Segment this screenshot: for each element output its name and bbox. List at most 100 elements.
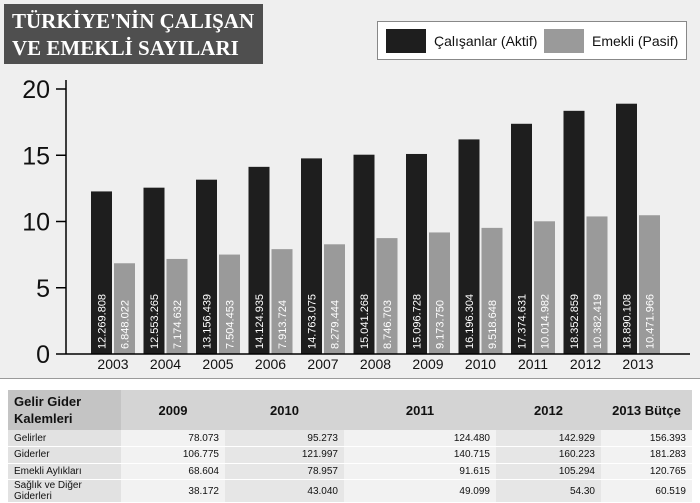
data-label-passive: 6.848.022 bbox=[120, 300, 132, 349]
table-cell: 38.172 bbox=[121, 479, 225, 503]
table-cell: 124.480 bbox=[344, 430, 496, 447]
x-tick-label: 2012 bbox=[570, 356, 601, 372]
bar-passive bbox=[219, 254, 240, 354]
bar-active bbox=[143, 187, 165, 354]
bar-passive bbox=[429, 232, 450, 354]
y-tick-label: 5 bbox=[36, 275, 50, 303]
income-expense-table: Gelir Gider Kalemleri 2009 2010 2011 201… bbox=[8, 390, 692, 503]
x-tick-label: 2004 bbox=[150, 356, 181, 372]
data-label-passive: 9.518.648 bbox=[487, 300, 499, 349]
x-tick-label: 2013 bbox=[622, 356, 653, 372]
x-tick-label: 2003 bbox=[97, 356, 128, 372]
row-label: Gelirler bbox=[8, 430, 121, 447]
data-label-active: 14.124.935 bbox=[254, 294, 266, 349]
bar-active bbox=[196, 179, 217, 354]
legend-item-passive: Emekli (Pasif) bbox=[544, 29, 678, 53]
data-label-active: 13.156.439 bbox=[202, 294, 214, 349]
legend: Çalışanlar (Aktif) Emekli (Pasif) bbox=[377, 21, 687, 60]
row-label: Emekli Aylıkları bbox=[8, 463, 121, 480]
bar-passive bbox=[639, 215, 660, 354]
y-tick-label: 10 bbox=[22, 209, 50, 237]
table-header-label: Gelir Gider Kalemleri bbox=[8, 390, 121, 430]
table-cell: 54.30 bbox=[496, 479, 601, 503]
data-label-passive: 7.174.632 bbox=[172, 300, 184, 349]
chart-title: TÜRKİYE'NİN ÇALIŞAN VE EMEKLİ SAYILARI bbox=[4, 4, 263, 64]
data-label-passive: 10.382.419 bbox=[592, 294, 604, 349]
table-header-2009: 2009 bbox=[158, 402, 188, 418]
table-cell: 60.519 bbox=[601, 479, 692, 503]
table-cell: 43.040 bbox=[225, 479, 344, 503]
data-label-active: 17.374.631 bbox=[517, 294, 529, 349]
table-header-2013-budget: 2013 Bütçe bbox=[612, 402, 681, 418]
y-tick-label: 20 bbox=[22, 76, 50, 104]
x-tick-label: 2005 bbox=[202, 356, 233, 372]
data-label-active: 16.196.304 bbox=[464, 294, 476, 349]
table-cell: 160.223 bbox=[496, 446, 601, 464]
data-label-passive: 7.913.724 bbox=[277, 300, 289, 349]
x-tick-label: 2010 bbox=[465, 356, 496, 372]
bar-passive bbox=[534, 221, 555, 354]
table-row: Giderler 106.775 121.997 140.715 160.223… bbox=[8, 446, 692, 464]
data-label-passive: 8.746.703 bbox=[382, 300, 394, 349]
legend-item-active: Çalışanlar (Aktif) bbox=[386, 29, 537, 53]
table-row: Gelirler 78.073 95.273 124.480 142.929 1… bbox=[8, 430, 692, 447]
bar-chart: 0 5 10 15 20 12.269.808 6.848.022 2003 12.553.26… bbox=[22, 76, 690, 372]
x-tick-label: 2006 bbox=[255, 356, 286, 372]
bar-active bbox=[563, 110, 585, 354]
x-tick-label: 2011 bbox=[518, 356, 548, 372]
data-label-active: 12.553.265 bbox=[149, 294, 161, 349]
y-tick-label: 0 bbox=[36, 341, 50, 369]
legend-label-active: Çalışanlar (Aktif) bbox=[434, 33, 538, 49]
table-cell: 181.283 bbox=[601, 446, 692, 464]
bar-passive bbox=[376, 238, 398, 354]
data-label-active: 14.763.075 bbox=[307, 294, 319, 349]
legend-swatch-active bbox=[386, 29, 426, 53]
bar-passive bbox=[586, 216, 608, 354]
table-cell: 105.294 bbox=[496, 463, 601, 480]
bar-active bbox=[458, 139, 480, 354]
bar-active bbox=[301, 158, 322, 354]
table-header-2012: 2012 bbox=[534, 402, 563, 418]
data-label-active: 12.269.808 bbox=[97, 294, 109, 349]
row-label: Giderler bbox=[8, 446, 121, 464]
bar-passive bbox=[166, 258, 188, 354]
y-tick-label: 15 bbox=[22, 142, 50, 170]
data-label-active: 18.352.859 bbox=[569, 294, 581, 349]
x-tick-label: 2007 bbox=[307, 356, 338, 372]
bar-passive bbox=[324, 244, 345, 354]
table-cell: 78.957 bbox=[225, 463, 344, 480]
data-label-active: 18.890.108 bbox=[622, 294, 634, 349]
table-cell: 49.099 bbox=[344, 479, 496, 503]
table-cell: 78.073 bbox=[121, 430, 225, 447]
title-line-1: TÜRKİYE'NİN ÇALIŞAN bbox=[12, 9, 255, 33]
table-cell: 121.997 bbox=[225, 446, 344, 464]
bar-active bbox=[511, 123, 532, 355]
table-header-2010: 2010 bbox=[270, 402, 299, 418]
title-line-2: VE EMEKLİ SAYILARI bbox=[12, 36, 239, 60]
row-label: Sağlık ve Diğer Giderleri bbox=[8, 479, 121, 503]
table-cell: 142.929 bbox=[496, 430, 601, 447]
header-label-line-2: Kalemleri bbox=[14, 411, 73, 426]
bar-active bbox=[616, 103, 637, 354]
bar-passive bbox=[271, 249, 293, 354]
x-tick-label: 2008 bbox=[360, 356, 391, 372]
data-label-active: 15.041.268 bbox=[359, 294, 371, 349]
table-cell: 156.393 bbox=[601, 430, 692, 447]
data-label-passive: 10.014.982 bbox=[540, 294, 552, 349]
data-label-passive: 8.279.444 bbox=[330, 300, 342, 349]
legend-swatch-passive bbox=[544, 29, 584, 53]
table-cell: 120.765 bbox=[601, 463, 692, 480]
header-label-line-1: Gelir Gider bbox=[14, 394, 82, 409]
table-row: Emekli Aylıkları 68.604 78.957 91.615 10… bbox=[8, 463, 692, 480]
table-cell: 68.604 bbox=[121, 463, 225, 480]
table-cell: 140.715 bbox=[344, 446, 496, 464]
table-row: Sağlık ve Diğer Giderleri 38.172 43.040 … bbox=[8, 479, 692, 503]
bar-active bbox=[406, 153, 427, 354]
bar-passive bbox=[114, 263, 135, 354]
bar-active bbox=[353, 154, 375, 354]
bar-active bbox=[91, 191, 112, 354]
data-label-passive: 7.504.453 bbox=[225, 300, 237, 349]
chart-panel: 0 5 10 15 20 12.269.808 6.848.022 2003 12.553.26… bbox=[0, 0, 700, 379]
data-label-active: 15.096.728 bbox=[412, 294, 424, 349]
table-cell: 106.775 bbox=[121, 446, 225, 464]
